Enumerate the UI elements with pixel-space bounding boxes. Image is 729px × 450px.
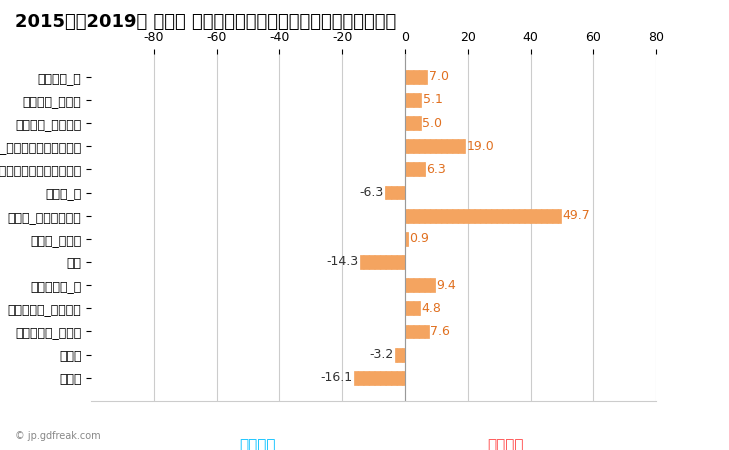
Text: 4.8: 4.8	[421, 302, 442, 315]
Bar	[405, 278, 434, 292]
Text: 低リスク: 低リスク	[239, 438, 276, 450]
Bar	[360, 255, 405, 269]
Text: © jp.gdfreak.com: © jp.gdfreak.com	[15, 431, 100, 441]
Text: 0.9: 0.9	[410, 232, 429, 245]
Bar	[405, 93, 421, 107]
Text: 7.6: 7.6	[430, 325, 451, 338]
Text: -14.3: -14.3	[327, 256, 359, 269]
Text: 5.0: 5.0	[422, 117, 443, 130]
Text: -6.3: -6.3	[359, 186, 383, 199]
Bar	[405, 162, 425, 176]
Text: 6.3: 6.3	[426, 163, 446, 176]
Text: -16.1: -16.1	[321, 371, 353, 384]
Bar	[405, 232, 408, 246]
Bar	[405, 116, 421, 130]
Bar	[405, 209, 561, 223]
Bar	[405, 324, 429, 338]
Bar	[405, 302, 420, 315]
Text: 9.4: 9.4	[436, 279, 456, 292]
Text: 5.1: 5.1	[423, 93, 443, 106]
Bar	[385, 185, 405, 199]
Text: 2015年～2019年 日野町 男性の全国と比べた死因別死亡リスク格差: 2015年～2019年 日野町 男性の全国と比べた死因別死亡リスク格差	[15, 14, 396, 32]
Text: -3.2: -3.2	[369, 348, 394, 361]
Text: 49.7: 49.7	[563, 209, 590, 222]
Bar	[395, 348, 405, 362]
Text: 高リスク: 高リスク	[487, 438, 523, 450]
Bar	[405, 70, 427, 84]
Bar	[354, 371, 405, 385]
Text: 7.0: 7.0	[429, 70, 448, 83]
Text: 19.0: 19.0	[467, 140, 494, 153]
Bar	[405, 139, 464, 153]
